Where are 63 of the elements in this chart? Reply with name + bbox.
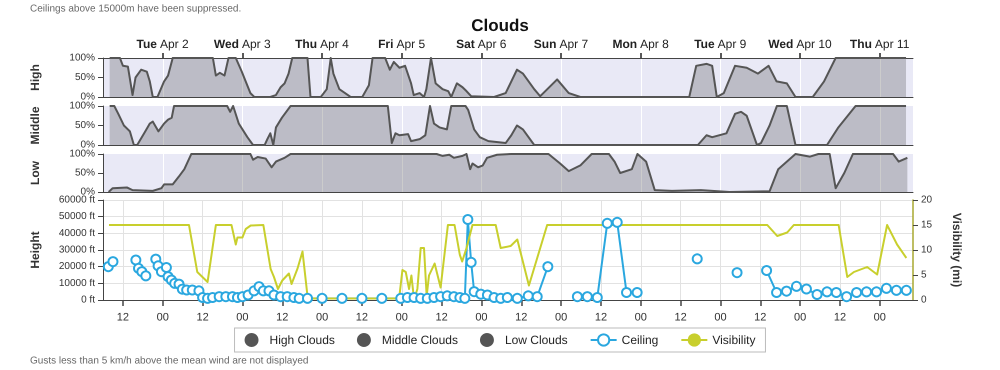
text: Gusts less than 5 km/h above the mean wind are not displayed xyxy=(30,356,308,366)
x-tick-label: 12 xyxy=(435,312,448,324)
x-tick-label: 12 xyxy=(196,312,209,324)
x-tick-label: 00 xyxy=(554,312,568,324)
y2-axis-title: Visibility (mi) xyxy=(950,212,964,288)
y-axis-title: Middle xyxy=(28,106,42,144)
x-tick-label: 12 xyxy=(834,312,846,324)
x-tick-label: 12 xyxy=(594,312,608,324)
x-tick-label: 12 xyxy=(116,312,130,324)
text: Low Clouds xyxy=(504,333,568,347)
x2-tick-label: Sun Apr 7 xyxy=(534,37,588,51)
x-tick-label: 00 xyxy=(794,312,806,324)
x-tick-label: 12 xyxy=(674,312,687,324)
x2-tick-label: Tue Apr 2 xyxy=(136,37,189,51)
x-tick-label: 00 xyxy=(236,312,249,324)
y-axis-title: Height xyxy=(28,231,42,269)
y-tick-label: 0 ft xyxy=(81,294,96,306)
text: Ceilings above 15000m have been suppressed. xyxy=(30,4,242,14)
y-tick-label: 30000 ft xyxy=(58,244,96,256)
y2-tick-label: 15 xyxy=(921,220,933,230)
x-tick-label: 12 xyxy=(276,312,288,324)
legend-label: Ceiling xyxy=(622,333,658,347)
y-tick-label: 0% xyxy=(80,140,96,150)
y-tick-label: 0% xyxy=(80,92,96,102)
y-tick-label: 50000 ft xyxy=(58,211,96,222)
chart-title: Clouds xyxy=(471,16,529,35)
y2-tick-label: 5 xyxy=(921,270,927,280)
y2-tick-label: 10 xyxy=(921,244,933,256)
y-tick-label: 100% xyxy=(69,100,96,112)
x2-tick-label: Mon Apr 8 xyxy=(612,37,670,51)
x-tick-label: 00 xyxy=(156,312,169,324)
y-tick-label: 100% xyxy=(69,52,96,64)
x2-tick-label: Tue Apr 9 xyxy=(694,37,747,51)
y-tick-label: 20000 ft xyxy=(58,261,96,272)
x-tick-label: 00 xyxy=(316,312,328,324)
y-tick-label: 50% xyxy=(74,168,96,178)
x-tick-label: 12 xyxy=(515,312,528,324)
x2-tick-label: Thu Apr 11 xyxy=(850,37,910,51)
y-axis-title: High xyxy=(28,64,42,91)
x2-tick-label: Wed Apr 3 xyxy=(214,37,271,51)
x-tick-label: 00 xyxy=(714,312,727,324)
y-tick-label: 40000 ft xyxy=(58,228,96,239)
y-axis-title: Low xyxy=(28,160,42,185)
legend-label: Middle Clouds xyxy=(382,333,458,347)
y-tick-label: 60000 ft xyxy=(58,194,96,206)
x2-tick-label: Sat Apr 6 xyxy=(456,37,507,51)
x2-tick-label: Fri Apr 5 xyxy=(378,37,426,51)
x-tick-label: 00 xyxy=(396,312,408,324)
x-tick-label: 00 xyxy=(475,312,488,324)
legend-label: Visibility xyxy=(712,333,756,347)
y-tick-label: 50% xyxy=(74,120,96,131)
y-tick-label: 50% xyxy=(74,72,96,83)
x-tick-label: 12 xyxy=(754,312,766,324)
x2-tick-label: Thu Apr 4 xyxy=(295,37,350,51)
x-tick-label: 00 xyxy=(634,312,647,324)
legend-label: High Clouds xyxy=(270,333,335,347)
x2-tick-label: Wed Apr 10 xyxy=(768,37,832,51)
y-tick-label: 10000 ft xyxy=(58,278,96,289)
y2-tick-label: 20 xyxy=(921,194,933,206)
x-tick-label: 00 xyxy=(874,312,886,324)
y-tick-label: 100% xyxy=(69,148,96,160)
y2-tick-label: 0 xyxy=(921,294,927,306)
x-tick-label: 12 xyxy=(356,312,368,324)
